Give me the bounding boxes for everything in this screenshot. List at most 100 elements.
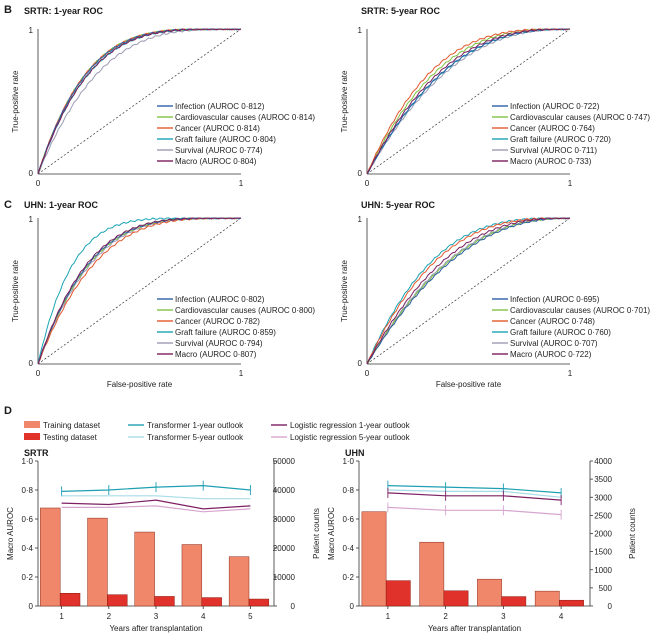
left-tick-label: 0 [29, 602, 34, 611]
legend-label-survival: Survival (AUROC 0·774) [175, 146, 263, 155]
legend-label-transformer5: Transformer 5-year outlook [147, 433, 244, 442]
legend-label-logistic1: Logistic regression 1-year outlook [290, 421, 411, 430]
x-tick-label: 3 [154, 612, 159, 621]
right-tick-label: 0 [291, 602, 296, 611]
bar-training [87, 517, 108, 607]
legend-label-survival: Survival (AUROC 0·711) [510, 146, 597, 155]
legend-label-macro: Macro (AUROC 0·733) [510, 157, 592, 166]
panel-letter-b: B [4, 4, 12, 16]
bar-testing [201, 597, 222, 607]
bar-testing [559, 599, 584, 607]
chart-title: SRTR [24, 448, 49, 458]
panel-d-legend: Training dataset Testing dataset Transform… [24, 421, 411, 442]
chart-title: SRTR: 5-year ROC [361, 6, 441, 16]
x-tick-label: 1 [239, 369, 244, 378]
legend-label-graft: Graft failure (AUROC 0·760) [510, 328, 611, 337]
roc-curve-macro [37, 217, 241, 365]
x-tick-label: 1 [568, 179, 573, 188]
left-tick-label: 0·8 [21, 486, 33, 495]
left-tick-label: 1·0 [342, 457, 354, 466]
x-tick-label: 2 [443, 612, 448, 621]
bar-testing [443, 590, 469, 607]
legend-label-macro: Macro (AUROC 0·807) [175, 350, 257, 359]
x-tick-label: 5 [248, 612, 253, 621]
y-tick-label: 0 [358, 359, 363, 368]
legend-label-logistic5: Logistic regression 5-year outlook [290, 433, 411, 442]
chance-diagonal [37, 217, 242, 365]
legend-label-transformer1: Transformer 1-year outlook [147, 421, 244, 430]
roc-curve-macro [366, 28, 570, 175]
legend-label-cardiovascular: Cardiovascular causes (AUROC 0·701) [510, 306, 650, 315]
legend-label-cancer: Cancer (AUROC 0·814) [175, 124, 260, 133]
line-logistic5 [61, 505, 251, 513]
bar-testing [107, 594, 128, 607]
right-tick-label: 2000 [594, 530, 612, 539]
right-tick-label: 1000 [594, 566, 612, 575]
x-tick-label: 2 [107, 612, 112, 621]
legend-label-train: Training dataset [43, 421, 101, 430]
roc-curve-infection [366, 217, 570, 365]
legend-label-cardiovascular: Cardiovascular causes (AUROC 0·814) [175, 113, 315, 122]
bar-training [228, 556, 250, 607]
roc-srtr-5-year: SRTR: 5-year ROC 1 00 1 True-positive rate In… [340, 6, 650, 188]
x-tick-label: 4 [559, 612, 564, 621]
right-tick-label: 0 [608, 602, 613, 611]
x-tick-label: 1 [386, 612, 391, 621]
left-tick-label: 0·2 [21, 573, 33, 582]
line-transformer1 [387, 485, 562, 494]
right-axis-label: Patient counts [312, 508, 321, 559]
legend-label-test: Testing dataset [43, 433, 98, 442]
chance-diagonal [366, 217, 571, 365]
right-tick-label: 30000 [273, 515, 296, 524]
x-tick-label: 0 [365, 369, 370, 378]
left-axis-label: Macro AUROC [327, 507, 336, 560]
x-tick-label: 1 [59, 612, 64, 621]
right-tick-label: 40000 [273, 486, 296, 495]
bar-uhn: UHN 0 0·2 0·4 0·6 0·8 1·0 0 500 1000 1500 2000 2500 3… [327, 448, 637, 633]
right-tick-label: 3500 [594, 475, 612, 484]
legend-label-infection: Infection (AUROC 0·802) [175, 295, 265, 304]
left-tick-label: 0·4 [342, 544, 354, 553]
line-transformer5 [387, 489, 562, 498]
y-tick-label: 0 [29, 169, 34, 178]
left-tick-label: 0·6 [342, 515, 354, 524]
y-tick-label: 0 [29, 359, 34, 368]
bar-testing [501, 596, 527, 607]
x-tick-label: 1 [568, 369, 573, 378]
bar-training [477, 578, 502, 607]
x-tick-label: 0 [36, 369, 41, 378]
bar-training [181, 544, 203, 607]
left-tick-label: 0·2 [342, 573, 354, 582]
line-logistic1 [387, 492, 562, 501]
roc-curve-macro [366, 217, 571, 365]
legend-swatch-test [24, 433, 40, 440]
legend-label-infection: Infection (AUROC 0·722) [510, 102, 600, 111]
right-tick-label: 3000 [594, 493, 612, 502]
bar-testing [154, 596, 175, 607]
legend-label-macro: Macro (AUROC 0·804) [175, 157, 257, 166]
y-tick-label: 1 [29, 215, 34, 224]
y-tick-label: 1 [358, 26, 363, 35]
left-tick-label: 0 [350, 602, 355, 611]
x-axis-label: False-positive rate [436, 380, 502, 389]
bar-training [361, 511, 387, 607]
right-tick-label: 50000 [273, 457, 296, 466]
legend-label-graft: Graft failure (AUROC 0·804) [175, 135, 276, 144]
right-tick-label: 500 [599, 584, 613, 593]
panel-letter-c: C [4, 199, 12, 211]
right-axis-label: Patient counts [628, 508, 637, 559]
bar-testing [385, 580, 411, 607]
x-tick-label: 3 [501, 612, 506, 621]
roc-uhn-5-year: UHN: 5-year ROC 1 00 1 True-positive rate Fal… [340, 200, 650, 389]
roc-srtr-1-year: SRTR: 1-year ROC 1 00 1 True-positive rate In… [11, 6, 315, 188]
bar-training [134, 531, 155, 607]
chart-title: UHN: 5-year ROC [361, 200, 436, 210]
x-tick-label: 4 [201, 612, 206, 621]
panel-letter-d: D [4, 405, 12, 417]
legend-label-infection: Infection (AUROC 0·812) [175, 102, 265, 111]
y-axis-label: True-positive rate [11, 70, 20, 133]
bar-training [40, 507, 61, 607]
line-transformer5 [61, 495, 251, 500]
y-axis-label: True-positive rate [340, 259, 349, 322]
